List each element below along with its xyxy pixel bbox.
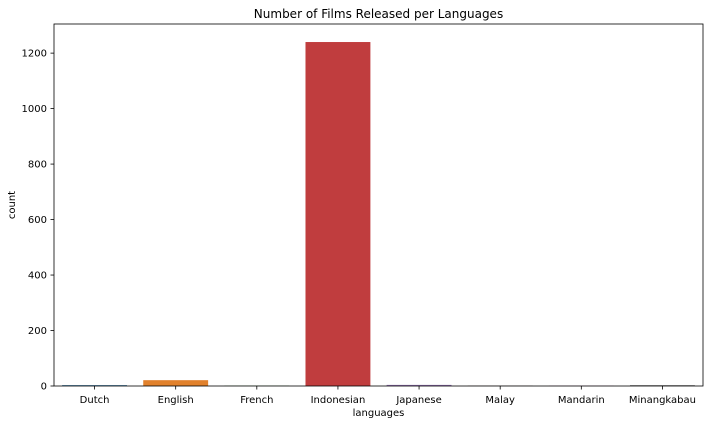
x-tick-label-mandarin: Mandarin — [558, 395, 605, 406]
x-tick-label-dutch: Dutch — [80, 395, 110, 406]
bar-japanese — [386, 384, 452, 386]
bar-minangkabau — [629, 385, 695, 386]
bars-group — [62, 42, 695, 386]
x-tick-label-french: French — [240, 395, 273, 406]
y-tick-label-400: 400 — [28, 271, 47, 282]
x-tick-label-english: English — [158, 395, 194, 406]
plot-frame — [53, 23, 704, 387]
bar-dutch — [62, 385, 128, 386]
x-tick-label-japanese: Japanese — [395, 395, 441, 406]
y-tick-label-1000: 1000 — [22, 104, 47, 115]
x-axis-label: languages — [353, 408, 405, 419]
y-tick-label-800: 800 — [28, 160, 47, 171]
x-tick-label-minangkabau: Minangkabau — [629, 395, 696, 406]
y-tick-label-0: 0 — [41, 382, 47, 393]
x-axis-ticks: Dutch English French Indonesian Japanese Mala… — [80, 386, 696, 406]
y-tick-label-1200: 1200 — [22, 49, 47, 60]
y-tick-label-600: 600 — [28, 215, 47, 226]
y-axis-ticks: 0 200 400 600 800 1000 1200 — [22, 49, 54, 393]
x-tick-label-indonesian: Indonesian — [311, 395, 366, 406]
chart-title: Number of Films Released per Languages — [254, 7, 503, 21]
bar-english — [143, 380, 209, 386]
x-tick-label-malay: Malay — [485, 395, 515, 406]
y-axis-label: count — [7, 191, 18, 219]
bar-indonesian — [305, 42, 371, 386]
y-tick-label-200: 200 — [28, 326, 47, 337]
